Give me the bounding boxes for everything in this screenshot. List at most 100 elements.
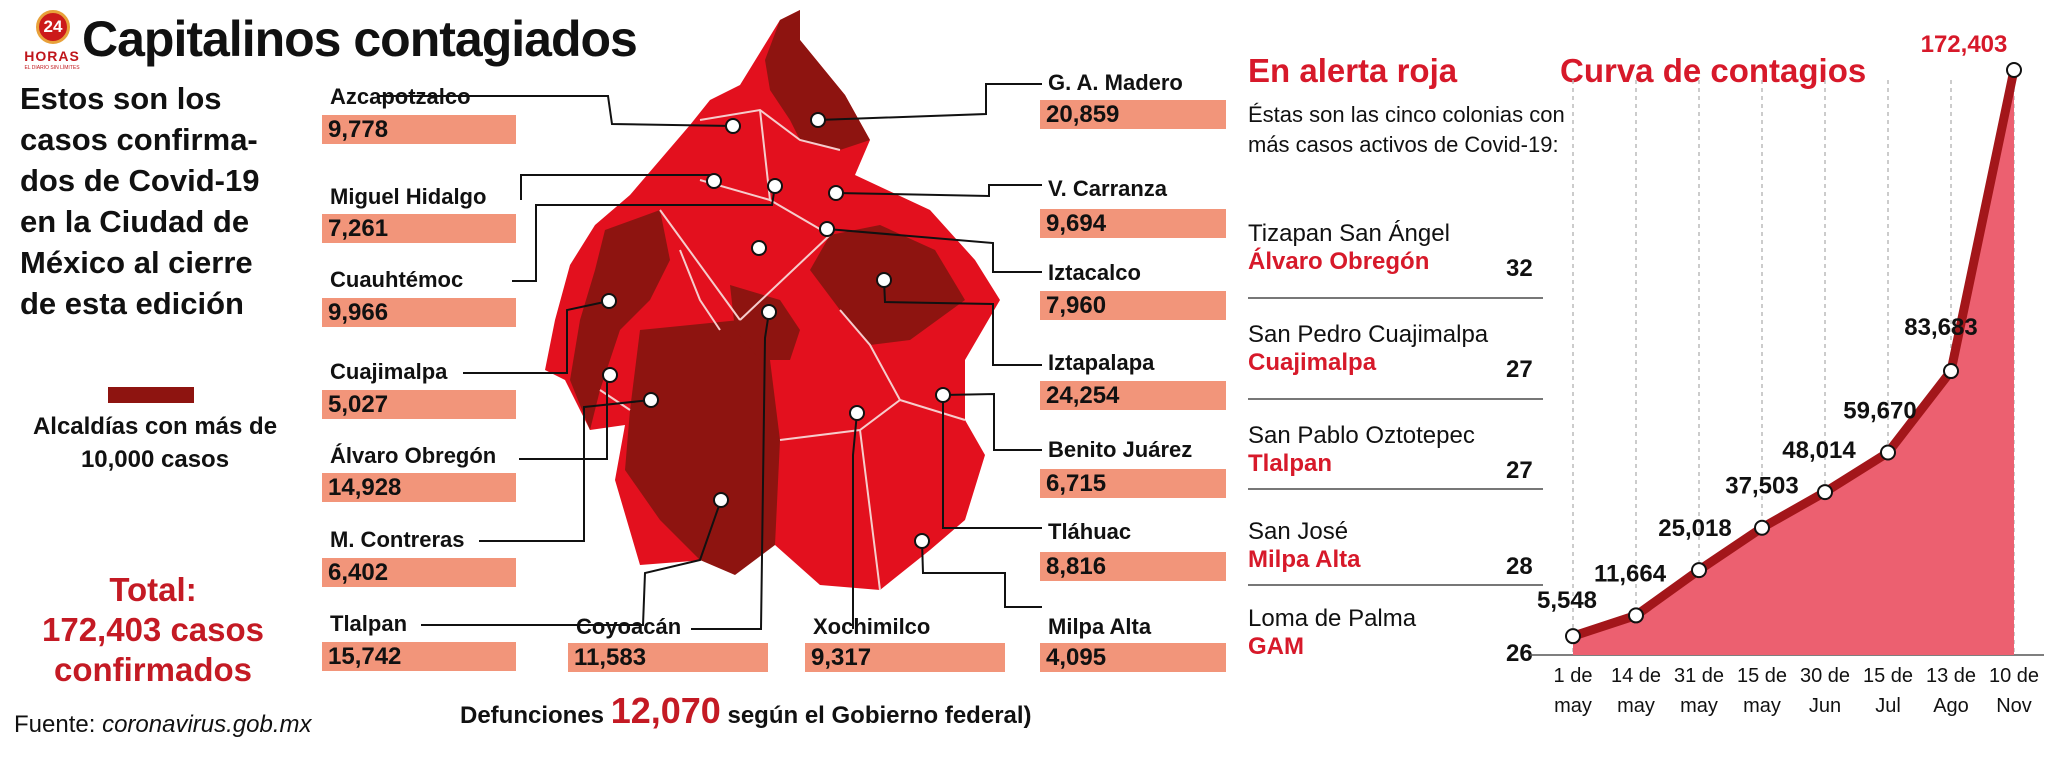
hood-item: San Pedro Cuajimalpa Cuajimalpa 27 bbox=[1248, 321, 1548, 400]
logo-tagline: EL DIARIO SIN LÍMITES bbox=[24, 65, 80, 71]
hood-name: Tizapan San Ángel bbox=[1248, 220, 1450, 247]
x-tick-label: Jul bbox=[1875, 695, 1901, 717]
x-tick-label: 15 de bbox=[1863, 665, 1913, 687]
map-leaders bbox=[378, 83, 1042, 630]
intro-text: Estos son los casos confirma-dos de Covi… bbox=[20, 81, 260, 321]
muni-value-azcapotzalco: 9,778 bbox=[322, 115, 516, 144]
leader-iztapalapa bbox=[883, 279, 1042, 366]
muni-value-coyoacan: 11,583 bbox=[568, 643, 768, 672]
total-label: Total: bbox=[109, 571, 197, 608]
muni-name-obregon: Álvaro Obregón bbox=[330, 443, 497, 468]
leader-coyoacan bbox=[691, 311, 770, 630]
deaths-suffix: según el Gobierno federal) bbox=[727, 702, 1032, 729]
curve-area bbox=[1573, 70, 2014, 655]
hood-count: 32 bbox=[1506, 255, 1533, 282]
data-label: 48,014 bbox=[1782, 437, 1856, 464]
data-point bbox=[1565, 628, 1581, 645]
muni-value-gam: 20,859 bbox=[1040, 100, 1226, 129]
hood-name: Loma de Palma bbox=[1248, 605, 1417, 632]
data-label: 5,548 bbox=[1537, 587, 1597, 614]
hood-count: 27 bbox=[1506, 356, 1533, 383]
dot-iztacalco bbox=[819, 221, 835, 237]
muni-name-azcapotzalco: Azcapotzalco bbox=[330, 84, 471, 109]
x-tick-label: may bbox=[1554, 695, 1592, 717]
data-point bbox=[2006, 62, 2022, 78]
deaths-value: 12,070 bbox=[610, 690, 721, 731]
muni-name-coyoacan: Coyoacán bbox=[576, 614, 682, 639]
muni-value-milpa-alta: 4,095 bbox=[1040, 643, 1226, 672]
x-tick-label: Jun bbox=[1809, 695, 1841, 717]
region-gam bbox=[765, 10, 870, 150]
muni-name-tlahuac: Tláhuac bbox=[1048, 519, 1132, 544]
x-tick-label: 13 de bbox=[1926, 665, 1976, 687]
map-regions bbox=[545, 10, 1000, 591]
dot-azcapotzalco bbox=[725, 118, 741, 134]
logo: 24 HORAS EL DIARIO SIN LÍMITES bbox=[22, 10, 80, 71]
muni-value-cuauhtemoc: 9,966 bbox=[322, 298, 516, 327]
muni-value-tlalpan: 15,742 bbox=[322, 642, 516, 671]
muni-name-benito-juarez: Benito Juárez bbox=[1048, 437, 1193, 462]
alert-description: Éstas son las cinco colonias con más cas… bbox=[1248, 102, 1565, 157]
leader-cuajimalpa bbox=[463, 300, 610, 374]
chart-title: Curva de contagios bbox=[1560, 52, 1867, 89]
deaths-prefix: Defunciones bbox=[460, 702, 605, 729]
x-tick-label: may bbox=[1680, 695, 1718, 717]
hood-municipality: Álvaro Obregón bbox=[1248, 248, 1430, 275]
logo-name: HORAS bbox=[24, 48, 80, 64]
alert-title: En alerta roja bbox=[1248, 52, 1458, 89]
leader-benito-juarez bbox=[942, 392, 1042, 451]
data-point bbox=[1691, 562, 1707, 579]
x-tick-label: 31 de bbox=[1674, 665, 1724, 687]
logo-badge: 24 bbox=[36, 10, 70, 44]
muni-name-iztacalco: Iztacalco bbox=[1048, 260, 1141, 285]
data-label: 25,018 bbox=[1658, 515, 1731, 542]
hood-item: San José Milpa Alta 28 bbox=[1248, 518, 1548, 586]
muni-value-iztapalapa: 24,254 bbox=[1040, 381, 1226, 410]
region-obregon bbox=[570, 210, 670, 430]
muni-name-gam: G. A. Madero bbox=[1048, 70, 1183, 95]
region-tlalpan bbox=[625, 320, 780, 575]
x-tick-label: 30 de bbox=[1800, 665, 1850, 687]
muni-value-miguel-hidalgo: 7,261 bbox=[322, 214, 516, 243]
muni-name-milpa-alta: Milpa Alta bbox=[1048, 614, 1152, 639]
muni-value-iztacalco: 7,960 bbox=[1040, 291, 1226, 320]
x-tick-label: may bbox=[1617, 695, 1655, 717]
data-point bbox=[1754, 519, 1770, 536]
hood-name: San Pedro Cuajimalpa bbox=[1248, 321, 1489, 348]
source-note: Fuente: coronavirus.gob.mx bbox=[14, 711, 312, 739]
hood-count: 28 bbox=[1506, 553, 1533, 580]
hood-municipality: Cuajimalpa bbox=[1248, 349, 1377, 376]
data-label: 59,670 bbox=[1843, 398, 1916, 425]
hood-municipality: Milpa Alta bbox=[1248, 546, 1361, 573]
x-tick-label: may bbox=[1743, 695, 1781, 717]
muni-name-cuajimalpa: Cuajimalpa bbox=[330, 359, 448, 384]
data-point bbox=[1880, 444, 1896, 461]
legend-label: Alcaldías con más de 10,000 casos bbox=[32, 413, 278, 473]
data-point bbox=[1628, 607, 1644, 624]
dot-carranza bbox=[828, 185, 844, 201]
total-cases: Total: 172,403 casos confirmados bbox=[20, 570, 286, 690]
muni-name-carranza: V. Carranza bbox=[1048, 176, 1168, 201]
source-label: Fuente: bbox=[14, 711, 96, 738]
leader-gam bbox=[817, 83, 1042, 121]
muni-value-benito-juarez: 6,715 bbox=[1040, 469, 1226, 498]
hood-count: 26 bbox=[1506, 640, 1533, 667]
leader-tlahuac bbox=[942, 395, 1042, 529]
muni-value-obregon: 14,928 bbox=[322, 473, 516, 502]
muni-value-xochimilco: 9,317 bbox=[805, 643, 1005, 672]
muni-name-xochimilco: Xochimilco bbox=[813, 614, 931, 639]
hood-item: Loma de Palma GAM 26 bbox=[1248, 605, 1548, 667]
muni-name-cuauhtemoc: Cuauhtémoc bbox=[330, 267, 464, 292]
divider bbox=[1248, 398, 1543, 400]
dot-miguel-hidalgo bbox=[706, 173, 722, 189]
dot-cuauhtemoc bbox=[767, 178, 783, 194]
x-tick-label: Ago bbox=[1933, 695, 1969, 717]
leader-iztacalco bbox=[826, 228, 1042, 273]
divider bbox=[1248, 297, 1543, 299]
muni-value-carranza: 9,694 bbox=[1040, 209, 1226, 238]
x-tick-label: Nov bbox=[1996, 695, 2032, 717]
divider bbox=[1248, 488, 1543, 490]
source-value: coronavirus.gob.mx bbox=[102, 711, 312, 738]
